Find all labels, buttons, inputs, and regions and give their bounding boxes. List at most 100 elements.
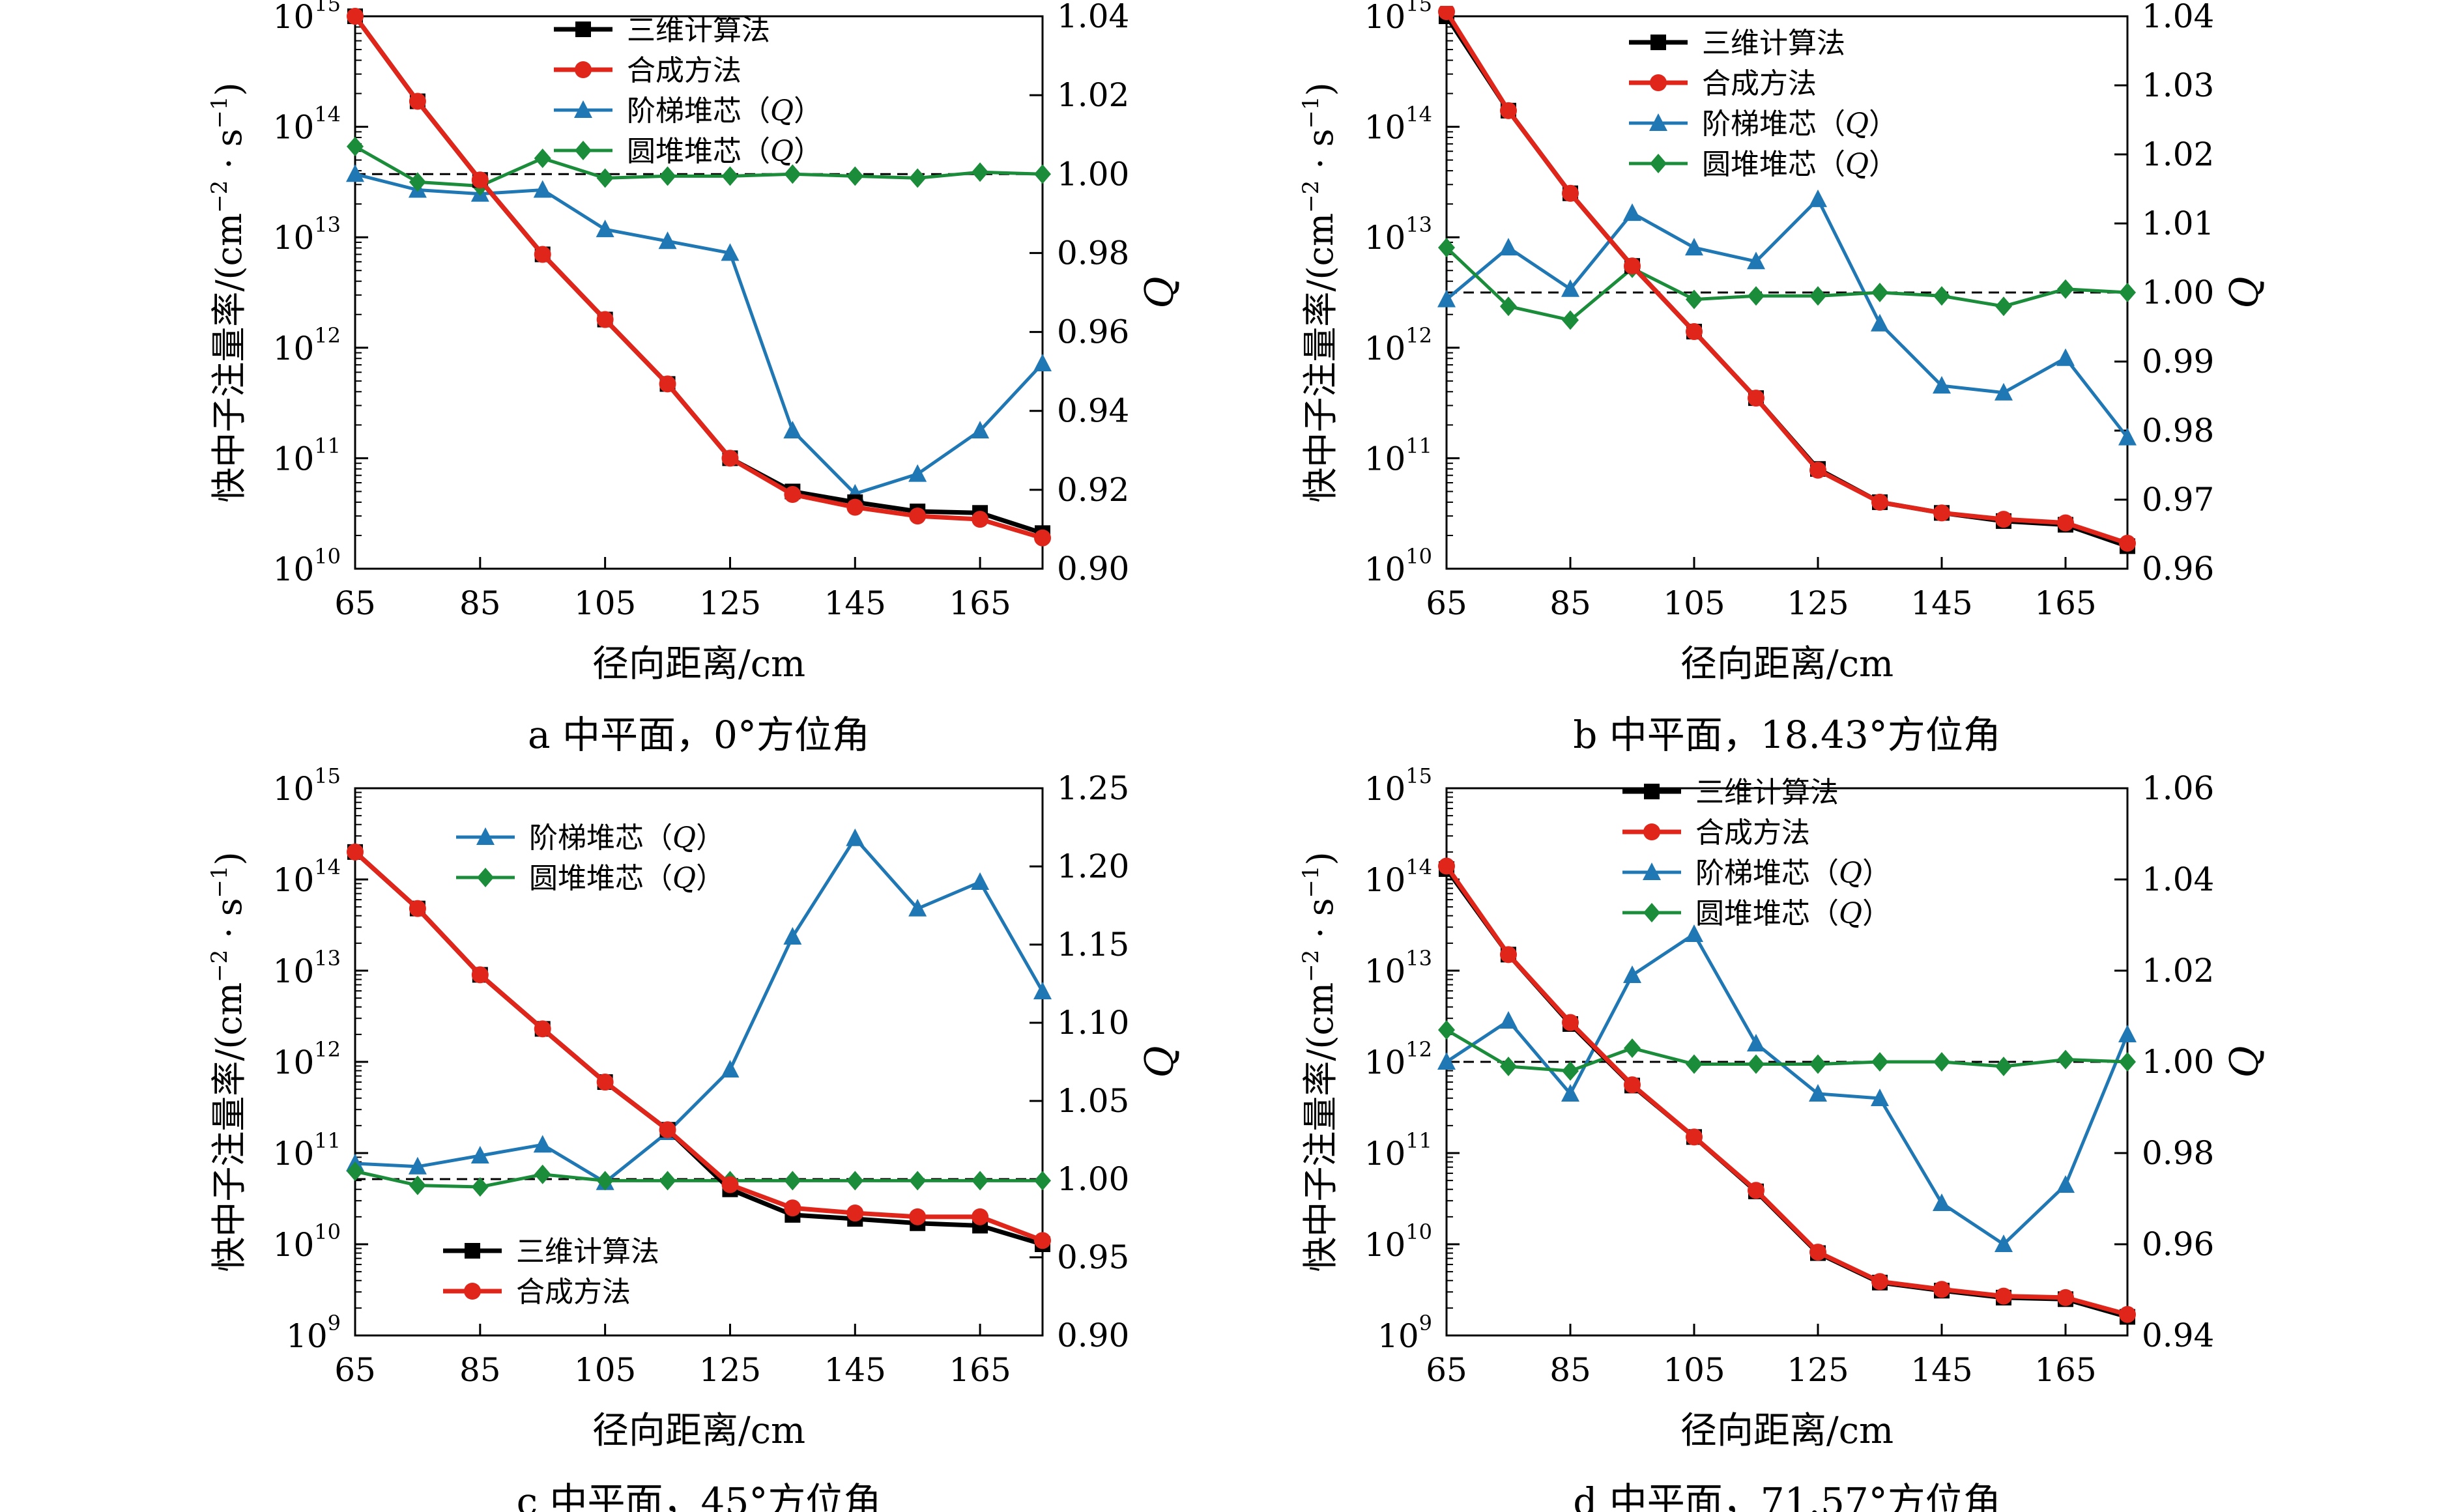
data-point-stepped-core-q [721,243,740,261]
y-right-tick-label: 0.98 [2142,1134,2214,1172]
data-point-round-core-q [596,1171,614,1191]
y-right-axis-label: Q [2222,1046,2268,1077]
y-left-axis-label: 快中子注量率/(cm−2 · s−1) [1298,82,1341,502]
y-right-tick-label: 1.20 [1057,848,1129,885]
data-point-round-core-q [2057,279,2074,299]
data-point-synthesis [409,900,426,917]
y-left-tick-label: 1012 [273,1037,341,1081]
data-point-synthesis [1995,511,2012,528]
y-right-tick-label: 1.02 [2142,952,2214,990]
series-layer [346,8,1052,547]
data-point-round-core-q [784,164,801,184]
series-line-round-core-q [1445,246,2128,322]
data-point-synthesis [2119,1305,2136,1323]
data-point-synthesis [1871,493,1888,511]
y-right-tick-label: 1.00 [1057,1160,1129,1198]
data-point-round-core-q [1438,1020,1455,1040]
legend-marker [1643,823,1660,840]
data-point-round-core-q [1438,238,1455,258]
data-point-round-core-q [1748,286,1764,306]
chart-panel-2: 65 85 105 125 145 165 径向距离/cm 1010 1011 1012 1013 1… [1298,0,2268,757]
data-point-synthesis [471,171,489,189]
data-point-synthesis [1748,1182,1764,1199]
legend-marker [575,61,592,78]
data-point-stepped-core-q [908,898,927,917]
data-point-synthesis [347,843,364,861]
x-axis-label: 径向距离/cm [592,643,805,685]
data-point-synthesis [1809,461,1826,479]
legend-marker [575,21,591,37]
data-point-round-core-q [1686,289,1703,309]
data-point-stepped-core-q [1437,289,1456,307]
series-line-synthesis [353,850,1044,1243]
data-point-stepped-core-q [658,231,677,250]
data-point-stepped-core-q [2118,1025,2137,1042]
legend-label-2: 阶梯堆芯（Q） [1702,107,1897,141]
data-point-round-core-q [659,166,676,186]
data-point-synthesis [2057,1289,2074,1306]
data-point-synthesis [972,1208,989,1225]
data-point-round-core-q [2057,1049,2074,1070]
data-point-synthesis [1995,1287,2012,1305]
y-left-tick-label: 1014 [1364,102,1432,147]
y-left-tick-label: 1015 [273,0,341,36]
data-point-round-core-q [409,1175,426,1195]
series-line-stepped-core-q [1445,932,2129,1247]
legend-label-3: 圆堆堆芯（Q） [1702,148,1897,181]
data-point-stepped-core-q [1685,238,1703,256]
x-tick-label: 85 [1549,1351,1591,1389]
data-point-round-core-q [972,162,989,182]
data-point-stepped-core-q [1871,313,1889,332]
series-line-three-d [1445,867,2128,1319]
x-tick-label: 145 [1910,584,1972,622]
data-point-synthesis [1034,1232,1051,1249]
legend-marker [1650,35,1666,50]
panel-caption: c 中平面，45°方位角 [517,1479,882,1512]
legend-label-0: 三维计算法 [516,1235,659,1268]
data-point-round-core-q [846,1171,864,1191]
data-point-stepped-core-q [908,464,927,482]
legend-label-2: 阶梯堆芯（Q） [627,94,822,128]
legend-label-0: 阶梯堆芯（Q） [529,821,725,855]
data-point-stepped-core-q [783,927,802,945]
y-right-tick-label: 1.04 [2142,0,2214,35]
legend-marker [1644,784,1660,799]
y-left-tick-label: 1013 [1364,946,1432,990]
legend-label-1: 合成方法 [516,1276,631,1309]
y-left-tick-label: 109 [286,1311,341,1355]
data-point-round-core-q [1034,164,1051,184]
data-point-stepped-core-q [1033,982,1052,999]
legend-marker [1643,863,1661,880]
y-right-tick-label: 1.04 [2142,861,2214,898]
x-axis-label: 径向距离/cm [592,1410,805,1452]
data-point-round-core-q [347,1162,364,1181]
x-tick-label: 125 [1787,584,1849,622]
data-point-synthesis [1500,946,1517,963]
data-point-round-core-q [721,166,739,186]
data-point-synthesis [659,1121,676,1139]
y-right-tick-label: 0.97 [2142,481,2214,519]
y-right-tick-label: 1.02 [2142,136,2214,173]
x-tick-label: 105 [574,584,636,622]
y-right-tick-label: 0.90 [1057,1317,1129,1354]
y-right-tick-label: 0.98 [2142,412,2214,449]
y-left-tick-label: 1014 [273,855,341,899]
y-right-tick-label: 1.02 [1057,76,1129,114]
data-point-synthesis [1624,1076,1641,1094]
legend-label-0: 三维计算法 [1695,776,1839,809]
data-point-stepped-core-q [971,872,990,890]
data-point-synthesis [1562,184,1579,202]
y-left-tick-label: 1011 [273,1128,341,1173]
y-left-tick-label: 1010 [1364,544,1432,588]
legend-marker [1649,113,1667,131]
data-point-synthesis [409,93,426,110]
data-point-round-core-q [1995,1057,2012,1076]
legend-marker [477,868,494,887]
x-tick-label: 145 [1910,1351,1972,1389]
y-left-tick-label: 1015 [1364,0,1432,36]
x-tick-label: 85 [459,1351,501,1389]
y-left-tick-label: 1015 [1364,763,1432,808]
panel-caption: d 中平面，71.57°方位角 [1573,1479,2001,1512]
data-point-round-core-q [1034,1171,1051,1191]
